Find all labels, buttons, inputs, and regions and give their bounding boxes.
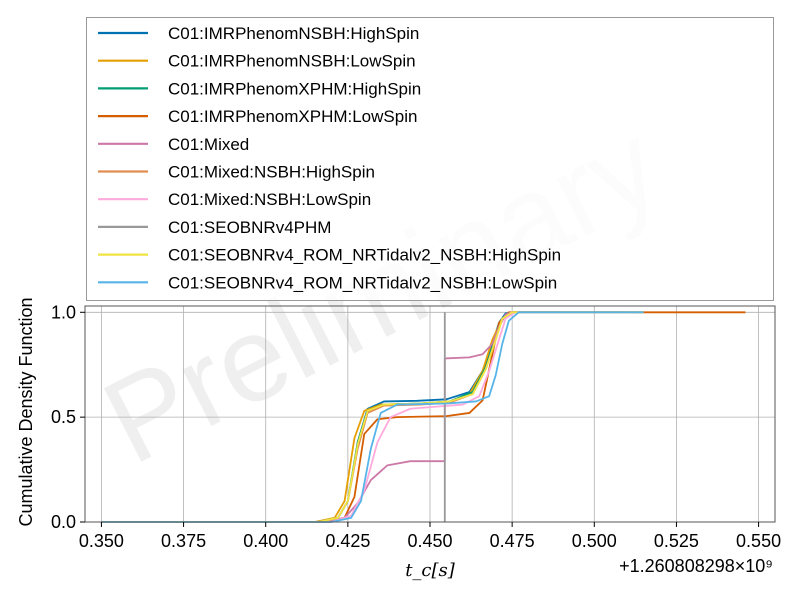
y-axis-label: Cumulative Density Function	[16, 297, 36, 526]
x-axis-offset-label: +1.260808298×10⁹	[619, 556, 773, 576]
legend-entry-label: C01:IMRPhenomNSBH:HighSpin	[168, 24, 419, 43]
x-tick-label: 0.525	[654, 531, 699, 551]
legend-entry-label: C01:SEOBNRv4PHM	[168, 218, 331, 237]
x-tick-label: 0.425	[325, 531, 370, 551]
legend-entry-label: C01:Mixed	[168, 135, 249, 154]
series-line-c01-seobnrv4-rom-nrtidalv2-nsbh-lowspin	[101, 311, 644, 523]
series-line-c01-seobnrv4-rom-nrtidalv2-nsbh-highspin	[101, 311, 644, 523]
x-tick-label: 0.400	[243, 531, 288, 551]
x-tick-label: 0.475	[490, 531, 535, 551]
x-axis-label: t_c[s]	[405, 560, 456, 581]
legend-entry-label: C01:SEOBNRv4_ROM_NRTidalv2_NSBH:HighSpin	[168, 246, 561, 265]
y-tick-label: 1.0	[51, 302, 76, 322]
series-line-c01-mixed-nsbh-lowspin	[101, 311, 634, 523]
legend-box	[86, 17, 774, 301]
x-tick-label: 0.350	[79, 531, 124, 551]
x-tick-label: 0.500	[572, 531, 617, 551]
x-tick-label: 0.450	[407, 531, 452, 551]
y-tick-label: 0.0	[51, 512, 76, 532]
x-tick-label: 0.550	[736, 531, 781, 551]
legend-entry-label: C01:Mixed:NSBH:LowSpin	[168, 190, 371, 209]
legend-entry-label: C01:SEOBNRv4_ROM_NRTidalv2_NSBH:LowSpin	[168, 273, 557, 292]
y-tick-label: 0.5	[51, 407, 76, 427]
legend-entry-label: C01:IMRPhenomXPHM:HighSpin	[168, 79, 421, 98]
x-tick-label: 0.375	[161, 531, 206, 551]
legend-entry-label: C01:IMRPhenomNSBH:LowSpin	[168, 52, 416, 71]
legend-entry-label: C01:IMRPhenomXPHM:LowSpin	[168, 107, 417, 126]
legend-entry-label: C01:Mixed:NSBH:HighSpin	[168, 163, 375, 182]
